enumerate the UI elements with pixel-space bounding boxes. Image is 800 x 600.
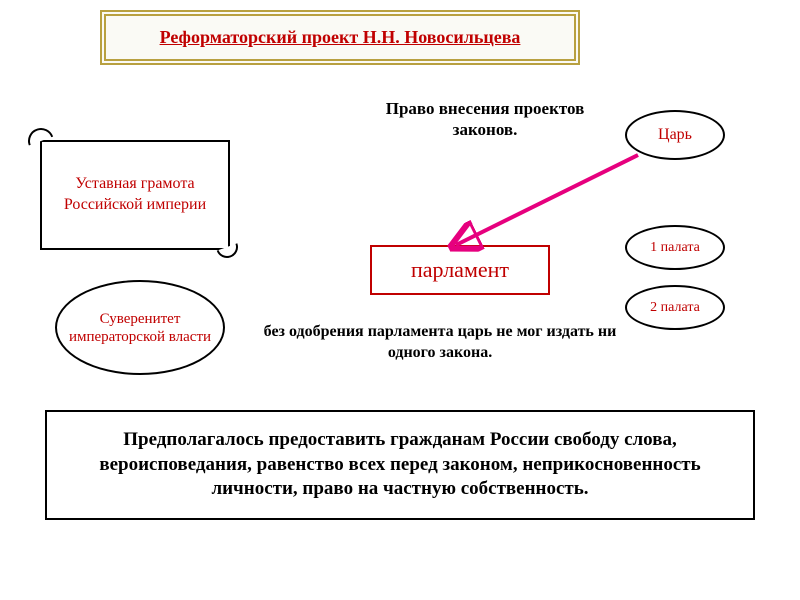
title-frame: Реформаторский проект Н.Н. Новосильцева bbox=[100, 10, 580, 65]
sovereignty-text: Суверенитет императорской власти bbox=[63, 310, 217, 346]
bottom-text: Предполагалось предоставить гражданам Ро… bbox=[67, 428, 733, 502]
parliament-box: парламент bbox=[370, 245, 550, 295]
bottom-box: Предполагалось предоставить гражданам Ро… bbox=[45, 410, 755, 520]
approval-text: без одобрения парламента царь не мог изд… bbox=[260, 322, 620, 364]
sovereignty-ellipse: Суверенитет императорской власти bbox=[55, 280, 225, 375]
palata1-text: 1 палата bbox=[650, 240, 700, 255]
parliament-text: парламент bbox=[411, 257, 509, 283]
scroll-text: Уставная грамота Российской империи bbox=[50, 174, 220, 216]
palata1-ellipse: 1 палата bbox=[625, 225, 725, 270]
scroll-charter: Уставная грамота Российской империи bbox=[40, 140, 230, 250]
palata2-ellipse: 2 палата bbox=[625, 285, 725, 330]
tsar-ellipse: Царь bbox=[625, 110, 725, 160]
tsar-text: Царь bbox=[658, 126, 692, 144]
title-text: Реформаторский проект Н.Н. Новосильцева bbox=[160, 27, 521, 48]
right-intro-text: Право внесения проектов законов. bbox=[380, 98, 590, 141]
palata2-text: 2 палата bbox=[650, 300, 700, 315]
